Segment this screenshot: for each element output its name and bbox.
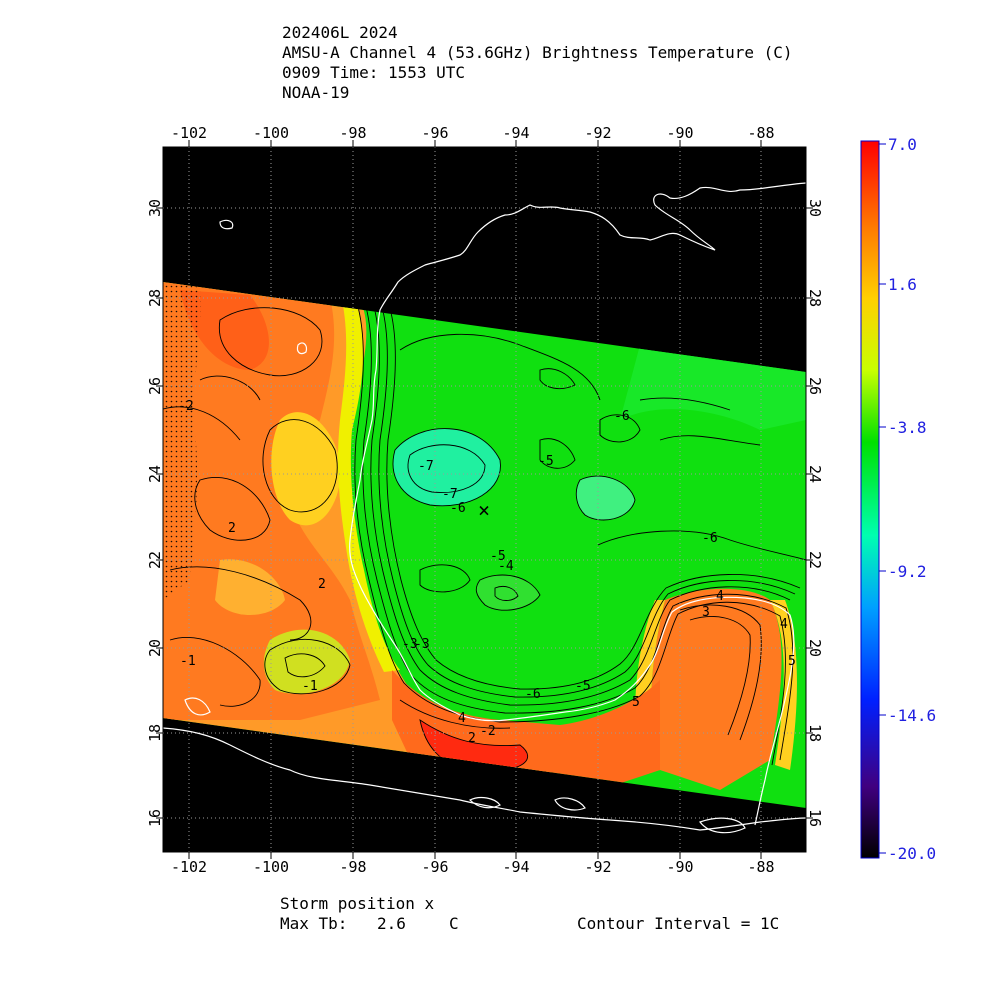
lon-label: -94 [502,858,529,876]
lat-labels-right: 16 18 20 22 24 26 28 30 [806,199,824,827]
contour-label: -5 [575,679,591,694]
contour-label: -6 [614,409,630,424]
contour-label: -6 [702,531,718,546]
lon-label: -96 [421,858,448,876]
title-line-3: 0909 Time: 1553 UTC [282,63,466,82]
contour-label: -7 [442,487,458,502]
contour-label: -4 [498,559,514,574]
lon-label: -90 [666,124,693,142]
contour-label: -6 [525,687,541,702]
lon-label: -102 [171,124,207,142]
lat-label: 22 [806,551,824,569]
contour-label: 4 [716,589,724,604]
lat-label: 24 [146,465,164,483]
lat-label: 26 [806,377,824,395]
lon-label: -96 [421,124,448,142]
lon-label: -88 [747,858,774,876]
lat-label: 16 [146,809,164,827]
lat-labels-left: 16 18 20 22 24 26 28 30 [146,199,164,827]
contour-label: -2 [480,724,496,739]
contour-label: 5 [632,695,640,710]
contour-lines [163,299,806,772]
title-line-2: AMSU-A Channel 4 (53.6GHz) Brightness Te… [282,43,793,62]
lon-label: -100 [253,858,289,876]
contour-label: 2 [318,577,326,592]
lon-label: -92 [584,124,611,142]
contour-label: 2 [228,521,236,536]
contour-label: -3 [414,637,430,652]
lon-label: -98 [339,858,366,876]
lon-label: -90 [666,858,693,876]
axis-ticks [156,140,813,859]
contour-label: 4 [780,617,788,632]
lat-label: 18 [146,724,164,742]
contour-label: -5 [538,454,554,469]
lat-label: 30 [806,199,824,217]
lon-label: -102 [171,858,207,876]
lon-label: -100 [253,124,289,142]
lat-lon-grid [163,147,806,852]
colorbar-label: 1.6 [888,275,917,294]
max-tb-value: 2.6 [377,914,406,933]
colorbar-labels: 7.0 1.6 -3.8 -9.2 -14.6 -20.0 [888,135,936,863]
lat-label: 22 [146,551,164,569]
lat-label: 28 [806,289,824,307]
contour-label: 5 [788,654,796,669]
contour-label: -2 [178,399,194,414]
colorbar [860,140,880,859]
contour-label: -3 [402,637,418,652]
colorbar-label: -20.0 [888,844,936,863]
colorbar-label: -3.8 [888,418,927,437]
lon-label: -94 [502,124,529,142]
contour-label: 3 [702,605,710,620]
lon-label: -88 [747,124,774,142]
colorbar-ticks [879,143,886,854]
colorbar-label: -14.6 [888,706,936,725]
lon-labels-bottom: -102 -100 -98 -96 -94 -92 -90 -88 [171,858,775,876]
storm-position-marker: × [478,498,490,522]
coastline [163,182,806,834]
contour-labels: -7 -6 -5 -6 -5 -4 -2 2 2 -1 -1 3 4 -5 -6… [178,399,796,746]
contour-label: 2 [468,731,476,746]
lon-label: -98 [339,124,366,142]
lat-label: 26 [146,377,164,395]
contour-label: 4 [458,711,466,726]
lat-label: 24 [806,465,824,483]
contour-label: -5 [490,549,506,564]
colorbar-label: 7.0 [888,135,917,154]
lon-labels-top: -102 -100 -98 -96 -94 -92 -90 -88 [171,124,775,142]
max-tb-unit: C [449,914,459,933]
lon-label: -92 [584,858,611,876]
contour-label: -7 [418,459,434,474]
contour-label: -1 [302,679,318,694]
title-line-4: NOAA-19 [282,83,350,102]
lat-label: 30 [146,199,164,217]
contour-label: -1 [180,654,196,669]
storm-position-legend: Storm position x [280,894,435,913]
title-line-1: 202406L 2024 [282,23,398,42]
lat-label: 20 [806,639,824,657]
lat-label: 16 [806,809,824,827]
lat-label: 28 [146,289,164,307]
lat-label: 20 [146,639,164,657]
colorbar-label: -9.2 [888,562,927,581]
contour-label: -6 [450,501,466,516]
contour-interval: Contour Interval = 1C [577,914,780,933]
lat-label: 18 [806,724,824,742]
map-frame [162,146,807,853]
max-tb-label: Max Tb: [280,914,348,933]
